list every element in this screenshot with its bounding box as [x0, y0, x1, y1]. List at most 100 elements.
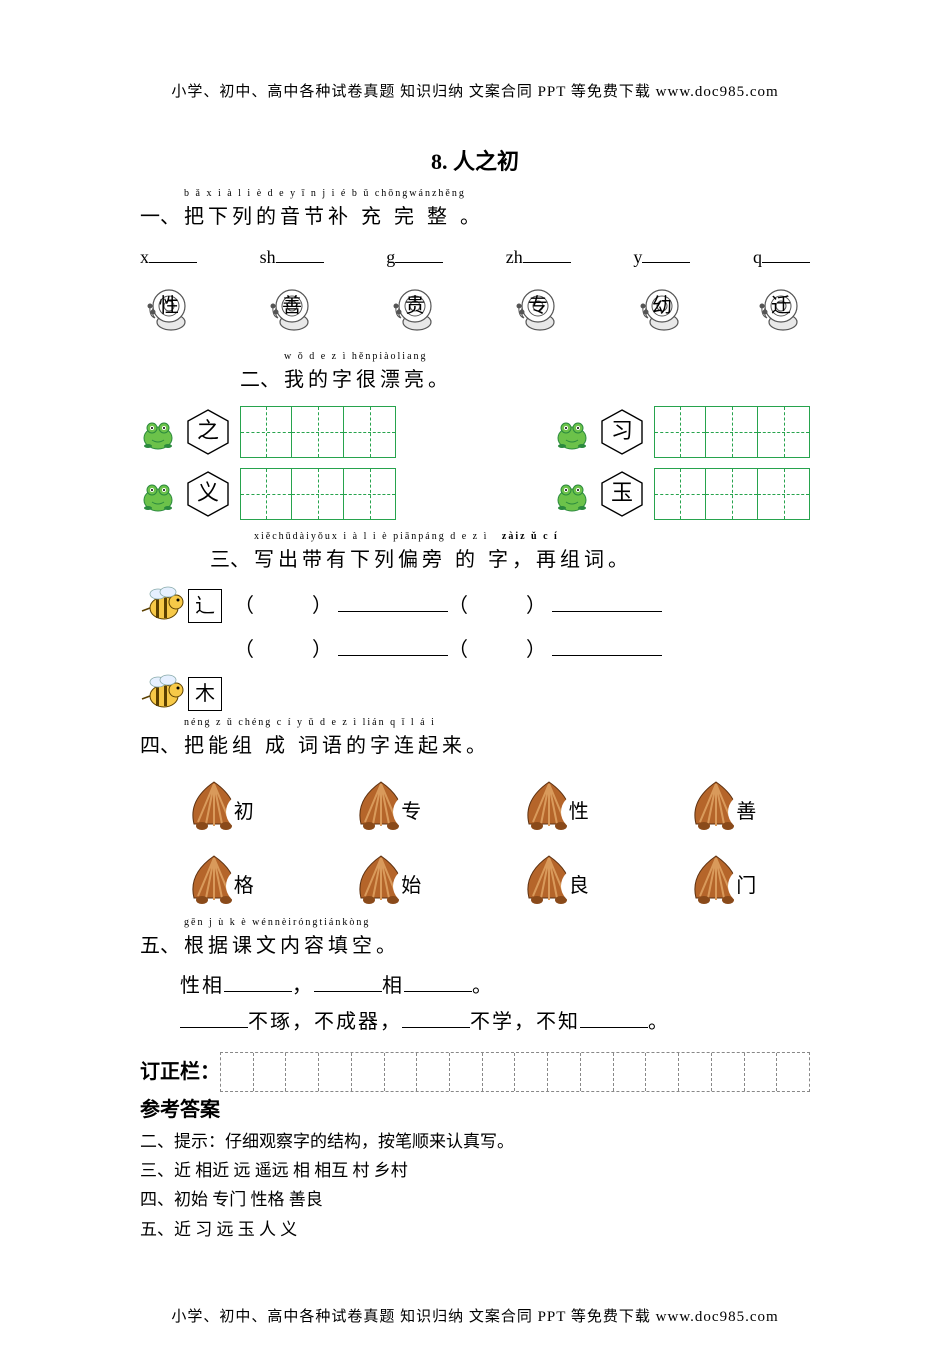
snail-icon: 迁	[753, 282, 809, 332]
paren-blank-group[interactable]: （ ）（ ）	[234, 634, 662, 666]
section-4-num: 四、	[140, 730, 180, 762]
lesson-title: 8. 人之初	[140, 144, 810, 179]
prefix: x	[140, 243, 149, 272]
frog-icon	[140, 474, 176, 514]
blank-line[interactable]	[762, 245, 810, 263]
section-3-pinyin: xiěchūdàiyǒux i à l i è piānpáng d e z ì…	[254, 532, 632, 542]
section-2-text: 我的字很漂亮。	[284, 369, 452, 391]
svg-text:之: 之	[197, 418, 219, 443]
answer-line: 二、提示：仔细观察字的结构，按笔顺来认真写。	[140, 1128, 810, 1155]
snail-icon: 贵	[387, 282, 443, 332]
section-5-text: 根据课文内容填空。	[184, 935, 400, 957]
correction-grid[interactable]	[220, 1052, 810, 1092]
shell-item[interactable]: 门	[686, 850, 766, 910]
correction-label: 订正栏：	[140, 1056, 220, 1088]
blank-line[interactable]	[642, 245, 690, 263]
section-2-pinyin: w ǒ d e z ì hěnpiàoliang	[284, 352, 452, 362]
radical-row: 辶 （ ）（ ）	[140, 584, 810, 628]
practice-item: 玉	[554, 468, 810, 520]
shell-char: 良	[561, 868, 597, 904]
section-4-pinyin: néng z ǔ chéng c í y ǔ d e z ì lián q ǐ …	[184, 718, 490, 728]
page-header: 小学、初中、高中各种试卷真题 知识归纳 文案合同 PPT 等免费下载 www.d…	[140, 80, 810, 104]
section-3-head: 三、 xiěchūdàiyǒux i à l i è piānpáng d e …	[210, 532, 810, 576]
blank-line[interactable]	[523, 245, 571, 263]
section-3-text: 写出带有下列偏旁 的 字，再组词。	[254, 549, 632, 571]
svg-text:义: 义	[197, 480, 219, 505]
frog-icon	[140, 412, 176, 452]
pinyin-item: sh 善	[260, 243, 324, 332]
blank-line[interactable]	[149, 245, 197, 263]
tian-grid[interactable]	[654, 406, 810, 458]
section-4-text: 把能组 成 词语的字连起来。	[184, 735, 490, 757]
prefix: sh	[260, 243, 276, 272]
shell-item[interactable]: 良	[519, 850, 599, 910]
prefix: g	[386, 243, 395, 272]
char-hexagon: 习	[598, 408, 646, 456]
svg-text:玉: 玉	[611, 480, 633, 505]
char-hexagon: 之	[184, 408, 232, 456]
pinyin-item: y 幼	[633, 243, 690, 332]
prefix: zh	[506, 243, 523, 272]
section-1-pinyin: b ǎ x i à l i è d e y ī n j i é b ǔ chōn…	[184, 189, 484, 199]
shell-item[interactable]: 专	[351, 776, 431, 836]
tian-grid[interactable]	[240, 406, 396, 458]
snail-icon: 性	[141, 282, 197, 332]
pinyin-item: zh 专	[506, 243, 571, 332]
section-4-head: 四、 néng z ǔ chéng c í y ǔ d e z ì lián q…	[140, 718, 810, 762]
practice-item: 义	[140, 468, 396, 520]
blank-line[interactable]	[395, 245, 443, 263]
tian-grid[interactable]	[240, 468, 396, 520]
practice-item: 习	[554, 406, 810, 458]
svg-text:习: 习	[611, 418, 633, 443]
pinyin-item: x 性	[140, 243, 197, 332]
shell-char: 始	[393, 868, 429, 904]
shell-char: 初	[226, 794, 262, 830]
shell-item[interactable]: 善	[686, 776, 766, 836]
svg-text:性: 性	[159, 294, 179, 317]
practice-item: 之	[140, 406, 396, 458]
answer-line: 五、近 习 远 玉 人 义	[140, 1216, 810, 1243]
char-hexagon: 义	[184, 470, 232, 518]
shell-item[interactable]: 格	[184, 850, 264, 910]
section-1-text: 把下列的音节补 充 完 整 。	[184, 206, 484, 228]
shell-top-row: 初 专 性 善	[140, 776, 810, 836]
shell-char: 专	[393, 794, 429, 830]
section-1-row: x 性 sh 善 g 贵 zh 专 y 幼 q 迁	[140, 243, 810, 332]
svg-text:专: 专	[528, 294, 548, 317]
shell-item[interactable]: 始	[351, 850, 431, 910]
radical-box: 木	[188, 677, 222, 711]
shell-char: 善	[728, 794, 764, 830]
shell-char: 门	[728, 868, 764, 904]
radical-row: （ ）（ ）	[188, 634, 810, 666]
answer-line: 三、近 相近 远 遥远 相 相互 村 乡村	[140, 1157, 810, 1184]
pinyin-item: q 迁	[753, 243, 810, 332]
practice-row: 之 习	[140, 406, 810, 458]
shell-item[interactable]: 性	[519, 776, 599, 836]
char-hexagon: 玉	[598, 470, 646, 518]
fill-line-2[interactable]: 不琢，不成器，不学，不知。	[180, 1006, 810, 1038]
answers-block: 参考答案 二、提示：仔细观察字的结构，按笔顺来认真写。 三、近 相近 远 遥远 …	[140, 1094, 810, 1243]
shell-item[interactable]: 初	[184, 776, 264, 836]
section-5-pinyin: gēn j ù k è wénnèiróngtiánkòng	[184, 918, 400, 928]
correction-row: 订正栏：	[140, 1052, 810, 1092]
frog-icon	[554, 412, 590, 452]
frog-icon	[554, 474, 590, 514]
paren-blank-group[interactable]: （ ）（ ）	[234, 590, 662, 622]
radical-row: 木	[140, 672, 810, 716]
blank-line[interactable]	[276, 245, 324, 263]
tian-grid[interactable]	[654, 468, 810, 520]
practice-row: 义 玉	[140, 468, 810, 520]
section-3-num: 三、	[210, 544, 250, 576]
pinyin-item: g 贵	[386, 243, 443, 332]
snail-icon: 专	[510, 282, 566, 332]
shell-char: 性	[561, 794, 597, 830]
answer-line: 四、初始 专门 性格 善良	[140, 1186, 810, 1213]
shell-bottom-row: 格 始 良 门	[140, 850, 810, 910]
section-2-num: 二、	[240, 364, 280, 396]
radical-box: 辶	[188, 589, 222, 623]
shell-char: 格	[226, 868, 262, 904]
fill-line-1[interactable]: 性相，相。	[180, 970, 810, 1002]
bee-icon	[140, 672, 188, 716]
snail-icon: 善	[264, 282, 320, 332]
snail-icon: 幼	[634, 282, 690, 332]
